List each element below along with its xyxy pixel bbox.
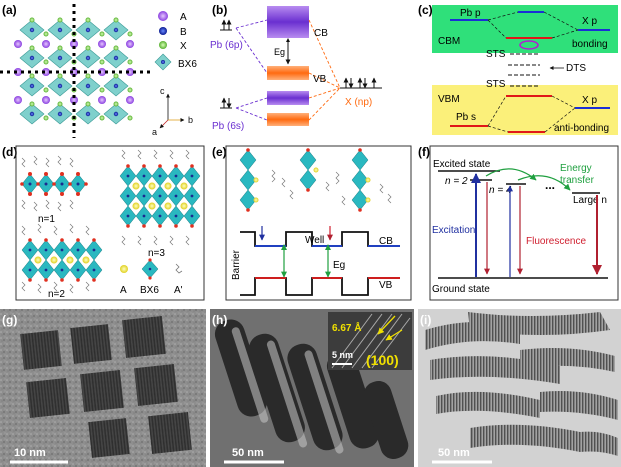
large-n-label: Large n (573, 195, 607, 206)
x-np-label: X (np) (345, 97, 372, 108)
panel-label-a: (a) (2, 3, 17, 17)
panel-label-i: (i) (420, 313, 431, 327)
d-spacing-label: 6.67 Å (332, 321, 361, 334)
legend-bx6-label: BX6 (178, 59, 197, 70)
n4-level-label: n = 4 (489, 185, 512, 196)
sts-top-label: STS (486, 49, 506, 60)
ground-state-label: Ground state (432, 284, 490, 295)
panel-e: (e) Well Eg CB VB B (212, 145, 412, 301)
sts-bottom-label: STS (486, 79, 506, 90)
n3-label: n=3 (148, 248, 165, 259)
stacked-wells (239, 148, 392, 212)
structure-n3 (119, 149, 201, 246)
vb-band-top (267, 66, 309, 80)
pb-p-label: Pb p (460, 8, 481, 19)
x-p-top-label: X p (582, 16, 597, 27)
panel-f: (f) Excited state n = 2 n = 4 ... Large … (418, 145, 619, 301)
legend-x-label: X (180, 41, 187, 52)
lower-purple-band (267, 91, 309, 105)
panel-label-f: (f) (418, 145, 430, 159)
panel-label-c: (c) (418, 3, 433, 17)
legend-b-label: B (180, 27, 187, 38)
excited-state-label: Excited state (433, 159, 491, 170)
vb-label: VB (313, 74, 327, 85)
axis-c-label: c (160, 86, 165, 96)
legend-d-aprime: A' (174, 285, 183, 296)
dts-label: DTS (566, 63, 586, 74)
vb-profile (240, 277, 400, 296)
legend-a: A B X BX6 (154, 11, 197, 71)
panel-c: (c) Pb p X p CBM bonding STS DTS STS VBM… (418, 3, 618, 135)
eg-e-label: Eg (333, 260, 345, 271)
panel-g: (g) 10 nm (0, 309, 206, 467)
legend-d: A BX6 A' (120, 258, 183, 296)
perovskite-lattice (0, 4, 150, 138)
vbm-label: VBM (438, 94, 460, 105)
ellipsis-label: ... (545, 178, 555, 192)
axis-b-label: b (188, 115, 193, 125)
panel-a: (a) (0, 3, 197, 138)
axis-a-label: a (152, 127, 157, 137)
pb-6s-label: Pb (6s) (212, 121, 244, 132)
panel-i: (i) 50 nm (418, 309, 621, 467)
n2-label: n=2 (48, 289, 65, 300)
pb-6p-label: Pb (6p) (210, 40, 243, 51)
cb-band (267, 6, 309, 38)
panel-h: 6.67 Å (100) 5 nm (h) 50 nm (210, 309, 414, 467)
legend-a-label: A (180, 12, 187, 23)
bonding-label: bonding (572, 39, 608, 50)
n1-label: n=1 (38, 214, 55, 225)
electron-spins (220, 19, 382, 109)
panel-b: (b) (210, 3, 382, 132)
eg-label: Eg (274, 47, 285, 57)
pb-s-label: Pb s (456, 112, 476, 123)
energy-transfer-label-2: transfer (560, 175, 595, 186)
cb-e-label: CB (379, 236, 393, 247)
fluorescence-label: Fluorescence (526, 236, 586, 247)
panel-d: (d) n=1 (2, 145, 205, 301)
x-p-bottom-label: X p (582, 95, 597, 106)
lower-orange-band (267, 113, 309, 126)
panel-label-h: (h) (212, 313, 227, 327)
scale-label-h: 50 nm (232, 447, 264, 459)
excitation-label: Excitation (432, 225, 475, 236)
barrier-label: Barrier (231, 249, 242, 280)
hrtem-inset (328, 312, 412, 370)
cb-profile (240, 231, 400, 247)
panel-label-d: (d) (2, 145, 17, 159)
scale-label-i: 50 nm (438, 447, 470, 459)
n2-level-label: n = 2 (445, 176, 468, 187)
legend-d-bx6: BX6 (140, 285, 159, 296)
panel-label-b: (b) (212, 3, 227, 17)
panel-label-g: (g) (2, 313, 17, 327)
cb-label: CB (314, 28, 328, 39)
legend-d-a: A (120, 285, 127, 296)
panel-label-e: (e) (212, 145, 227, 159)
cbm-label: CBM (438, 36, 460, 47)
well-label: Well (305, 235, 324, 246)
plane-label: (100) (366, 352, 399, 368)
structure-n1 (20, 155, 88, 212)
axes-indicator: c b a (152, 86, 193, 137)
sts-loop (519, 40, 539, 50)
inset-scale-label: 5 nm (332, 350, 353, 360)
scale-label-g: 10 nm (14, 447, 46, 459)
structure-n2 (21, 223, 103, 294)
antibonding-label: anti-bonding (554, 123, 609, 134)
energy-transfer-label-1: Energy (560, 163, 592, 174)
vb-e-label: VB (379, 280, 393, 291)
